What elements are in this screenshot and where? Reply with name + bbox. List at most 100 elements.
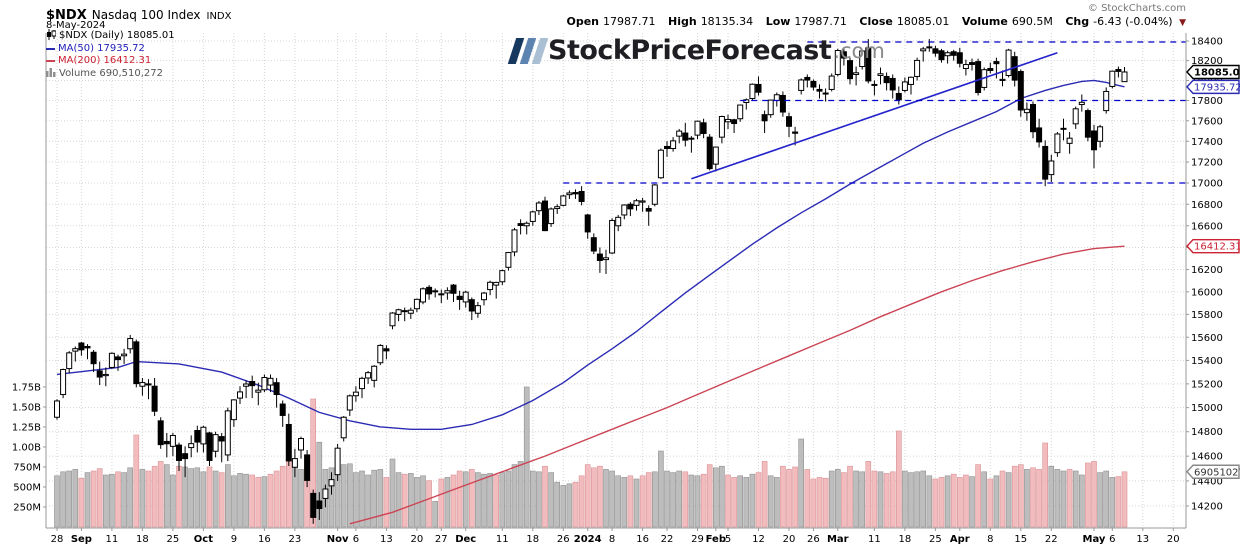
svg-text:16000: 16000 [1191,287,1223,298]
svg-text:17000: 17000 [1191,179,1223,190]
svg-text:16: 16 [636,534,649,545]
site-watermark: StockPriceForecast .com [507,35,885,66]
legend-series-label: $NDX (Daily) 18085.01 [59,30,175,41]
svg-text:1.75B: 1.75B [12,383,41,394]
svg-text:Sep: Sep [71,534,92,545]
svg-text:14400: 14400 [1191,476,1223,487]
svg-text:1.25B: 1.25B [12,423,41,434]
legend-volume-label: Volume 690,510,272 [59,67,163,79]
svg-text:13: 13 [1136,534,1149,545]
svg-text:250M: 250M [13,503,41,514]
volume-label: Volume [961,15,1008,28]
svg-text:11: 11 [868,534,881,545]
svg-text:2024: 2024 [574,534,602,545]
svg-text:11: 11 [106,534,119,545]
svg-text:17200: 17200 [1191,158,1223,169]
svg-text:18400: 18400 [1191,37,1223,48]
svg-text:17600: 17600 [1191,116,1223,127]
watermark-text: StockPriceForecast [548,35,832,66]
close-label: Close [859,15,893,28]
svg-text:18: 18 [899,534,912,545]
legend-ma200-label: MA(200) 16412.31 [58,55,152,66]
svg-text:27: 27 [435,534,448,545]
svg-text:750M: 750M [13,463,41,474]
svg-text:9: 9 [231,534,237,545]
down-arrow-icon: ▼ [1179,18,1186,28]
exchange-code: INDX [206,11,232,22]
svg-text:15000: 15000 [1191,403,1223,414]
high-label: High [668,15,697,28]
svg-text:18: 18 [526,534,539,545]
volume-value: 690.5M [1011,15,1053,28]
svg-text:15: 15 [1014,534,1027,545]
legend-ma50-label: MA(50) 17935.72 [58,42,145,54]
svg-text:5: 5 [725,534,731,545]
volume-bars-icon [46,67,56,82]
svg-text:17800: 17800 [1191,96,1223,107]
support-resistance-lines [563,41,1186,184]
svg-text:8: 8 [987,534,993,545]
svg-text:17400: 17400 [1191,137,1223,148]
ma50-line-swatch [46,47,55,50]
svg-text:18200: 18200 [1191,56,1223,67]
candlesticks [54,39,1128,524]
open-label: Open [566,15,599,28]
svg-text:26: 26 [557,534,570,545]
svg-text:20: 20 [411,534,424,545]
price-tag-ma50: 17935.72 [1186,79,1240,95]
svg-text:Oct: Oct [194,534,213,545]
svg-text:1.00B: 1.00B [12,443,41,454]
svg-text:14200: 14200 [1191,502,1223,513]
svg-text:13: 13 [380,534,393,545]
svg-text:500M: 500M [13,483,41,494]
price-tag-close: 18085.01 [1186,64,1240,80]
svg-text:8: 8 [609,534,615,545]
svg-text:29: 29 [691,534,704,545]
svg-text:20: 20 [783,534,796,545]
legend-volume-row: Volume 690,510,272 [46,67,175,82]
low-value: 17987.71 [794,15,847,28]
svg-text:12: 12 [752,534,765,545]
price-axis-labels: 1840018200180001780017600174001720017000… [1186,37,1223,513]
svg-text:14600: 14600 [1191,452,1223,463]
legend-ma50-row: MA(50) 17935.72 [46,43,175,56]
date-axis-labels: 28 Sep 11 18 25 Oct 9 16 23 Nov 6 13 20 27 Dec 11 18 26 20… [51,528,1180,545]
svg-text:16200: 16200 [1191,265,1223,276]
ma200-line [349,245,1125,525]
svg-text:15600: 15600 [1191,333,1223,344]
chart-legend: $NDX (Daily) 18085.01 MA(50) 17935.72 MA… [46,28,175,82]
chart-title: $NDX Nasdaq 100 Index INDX [46,4,231,23]
low-label: Low [765,15,791,28]
svg-text:18: 18 [136,534,149,545]
svg-text:23: 23 [289,534,302,545]
close-value: 18085.01 [896,15,950,28]
svg-text:16412.31: 16412.31 [1194,242,1240,253]
stockcharts-copyright: © StockCharts.com [1087,3,1186,14]
svg-text:25: 25 [929,534,942,545]
svg-text:Nov: Nov [327,534,349,545]
svg-text:25: 25 [167,534,180,545]
open-value: 17987.71 [603,15,656,28]
legend-series-row: $NDX (Daily) 18085.01 [46,28,175,43]
volume-bars [54,386,1128,528]
svg-text:26: 26 [807,534,820,545]
svg-text:Mar: Mar [827,534,849,545]
svg-text:22: 22 [1045,534,1058,545]
svg-text:690510272: 690510272 [1194,467,1240,478]
svg-text:22: 22 [661,534,674,545]
price-tag-ma200: 16412.31 [1186,238,1240,254]
watermark-suffix: .com [833,39,885,63]
svg-text:11: 11 [496,534,509,545]
chg-value: -6.43 (-0.04%) [1093,15,1173,28]
svg-text:16800: 16800 [1191,200,1223,211]
grid-lines [46,33,1186,528]
svg-text:Apr: Apr [950,534,970,545]
svg-text:6: 6 [353,534,359,545]
volume-axis-labels: 1.75B 1.50B 1.25B 1.00B 750M 500M 250M [12,383,46,514]
svg-text:1.50B: 1.50B [12,403,41,414]
ma50-line [56,79,1125,430]
ma200-line-swatch [46,60,55,63]
svg-text:16: 16 [258,534,271,545]
